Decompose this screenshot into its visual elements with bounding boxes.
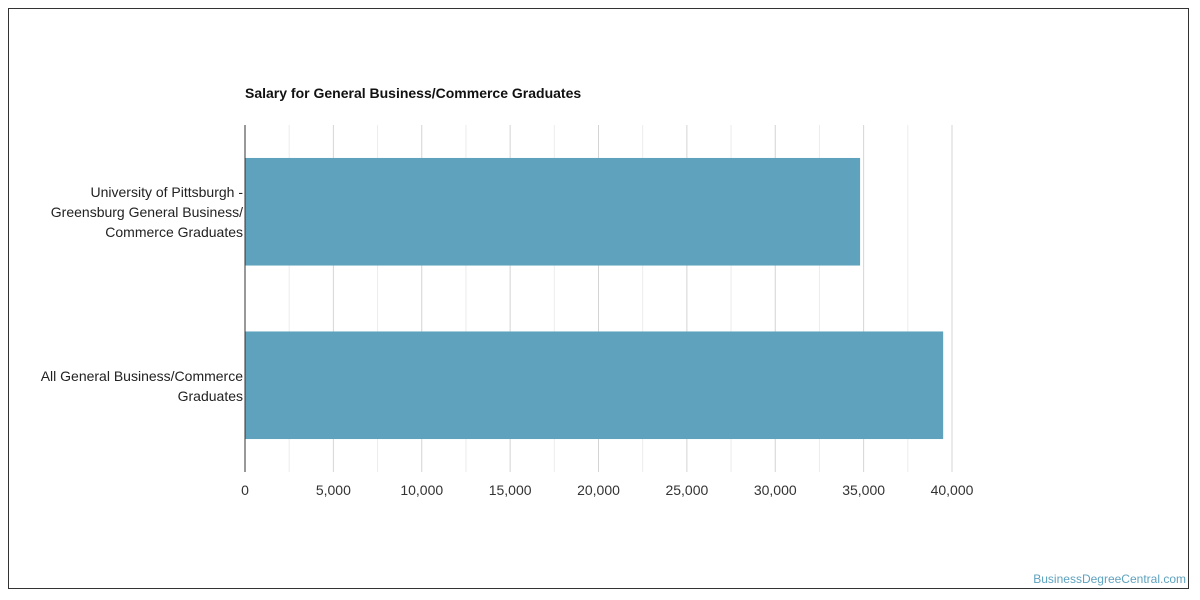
x-tick-label: 35,000 xyxy=(842,482,885,498)
x-tick-label: 30,000 xyxy=(754,482,797,498)
source-watermark[interactable]: BusinessDegreeCentral.com xyxy=(1033,572,1186,586)
bar-1 xyxy=(245,331,944,440)
category-label-all-graduates: All General Business/Commerce Graduates xyxy=(40,368,243,404)
x-tick-label: 15,000 xyxy=(489,482,532,498)
chart-title: Salary for General Business/Commerce Gra… xyxy=(245,85,582,101)
x-tick-label: 5,000 xyxy=(316,482,351,498)
x-tick-label: 10,000 xyxy=(400,482,443,498)
x-tick-label: 0 xyxy=(241,482,249,498)
x-tick-label: 40,000 xyxy=(931,482,974,498)
category-label-university: University of Pittsburgh - Greensburg Ge… xyxy=(50,184,243,240)
bar-0 xyxy=(245,157,861,266)
x-tick-label: 25,000 xyxy=(665,482,708,498)
x-tick-label: 20,000 xyxy=(577,482,620,498)
